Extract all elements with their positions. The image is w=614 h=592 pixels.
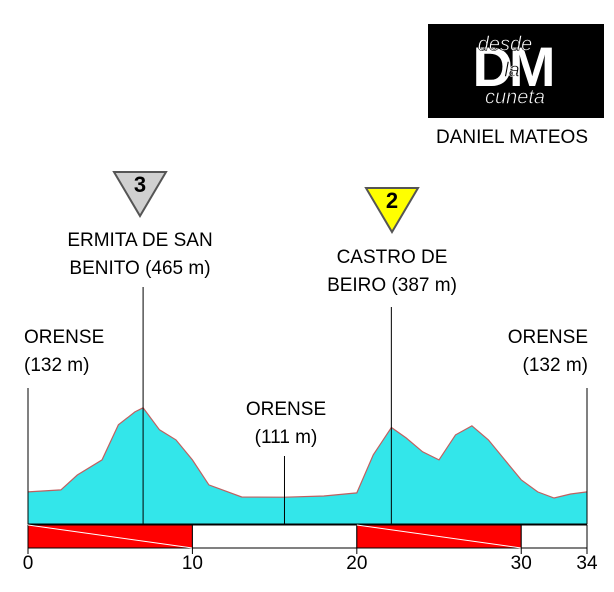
author: DANIEL MATEOS — [436, 127, 588, 148]
category-badge — [364, 187, 420, 234]
logo-monogram: DM — [472, 35, 551, 98]
logo-text: cuneta — [485, 86, 545, 108]
place-label: ORENSE — [508, 327, 588, 348]
logo-box — [428, 24, 604, 118]
segment-diagonal — [27, 524, 193, 549]
x-tick-label: 20 — [346, 553, 367, 574]
place-label: BEIRO (387 m) — [327, 275, 457, 296]
place-label: (132 m) — [24, 355, 89, 376]
place-label: (132 m) — [523, 355, 588, 376]
profile-line — [27, 407, 588, 499]
x-tick-label: 30 — [511, 553, 532, 574]
category-badge — [112, 171, 168, 218]
logo-text: la — [504, 59, 520, 81]
x-tick-label: 0 — [23, 553, 34, 574]
place-label: ERMITA DE SAN — [67, 230, 212, 251]
distance-segment — [191, 524, 358, 549]
place-label: CASTRO DE — [337, 247, 448, 268]
place-label: (111 m) — [255, 427, 318, 448]
category-number: 2 — [386, 188, 398, 213]
area-fill — [28, 407, 587, 524]
x-tick-label: 34 — [576, 553, 598, 574]
distance-segment — [520, 524, 588, 549]
category-number: 3 — [134, 172, 146, 197]
logo-text: desde — [478, 33, 533, 55]
x-tick-label: 10 — [182, 553, 203, 574]
place-label: ORENSE — [24, 327, 104, 348]
segment-diagonal — [356, 524, 522, 549]
place-label: ORENSE — [246, 399, 326, 420]
place-label: BENITO (465 m) — [69, 258, 210, 279]
